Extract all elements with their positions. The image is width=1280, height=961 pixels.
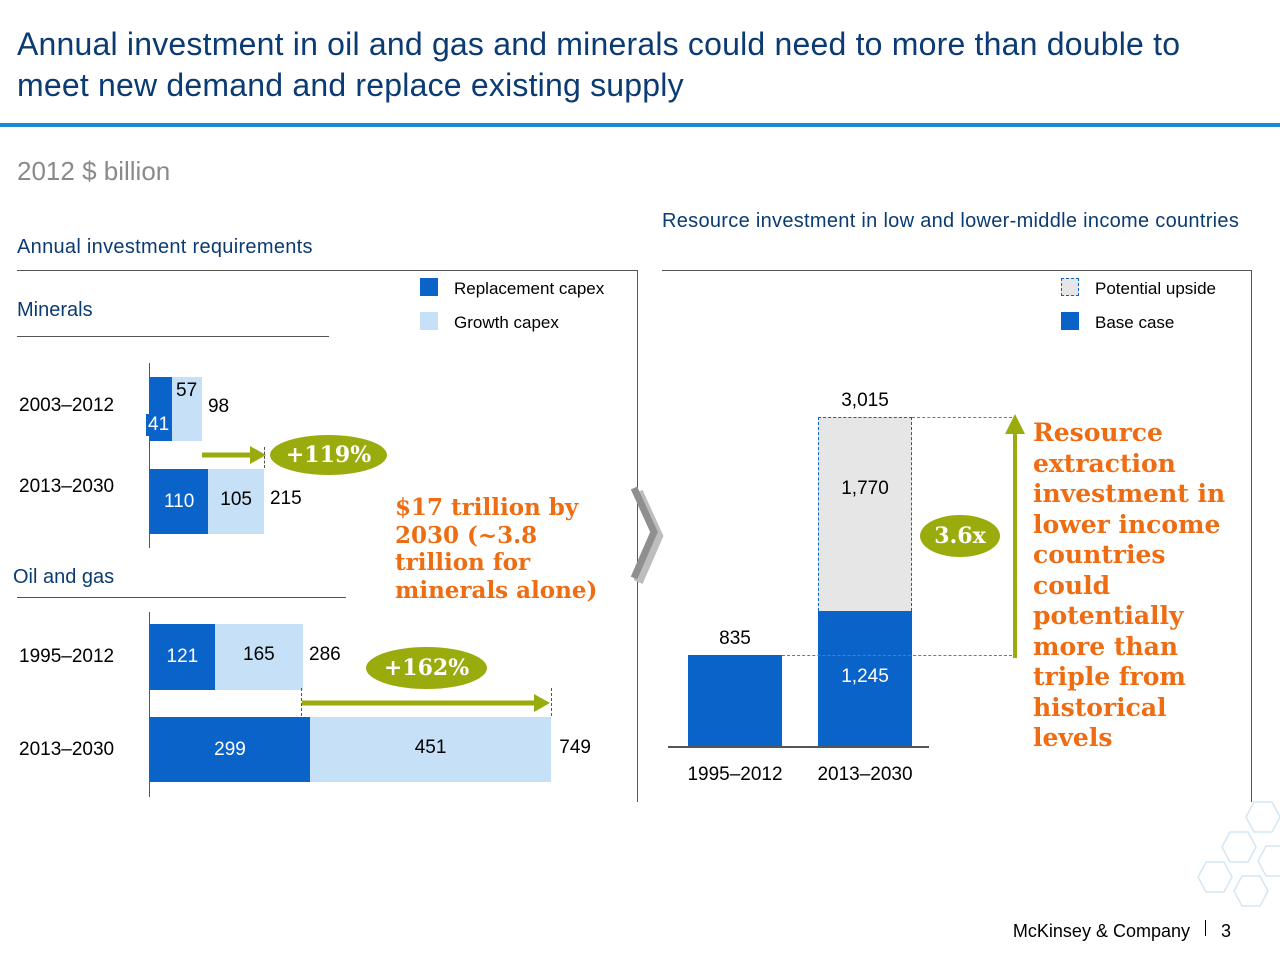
bar-segment-growth [171, 377, 202, 441]
hexagon-pattern-icon [1197, 801, 1280, 907]
legend-swatch-upside [1061, 278, 1079, 296]
total-label: 835 [719, 627, 751, 649]
oil-section-title: Oil and gas [13, 566, 115, 588]
left-panel-title: Annual investment requirements [17, 236, 313, 258]
minerals-arrow-tick [264, 447, 265, 468]
value-label-growth: 105 [220, 488, 252, 510]
multiplier-badge: 3.6x [920, 515, 1000, 557]
oil-growth-arrow [302, 694, 550, 712]
total-label: 215 [269, 487, 302, 509]
right-panel-top-rule [662, 270, 1252, 271]
total-label: 749 [559, 736, 591, 758]
category-label: 2003–2012 [19, 395, 115, 416]
value-label-growth: 57 [176, 380, 198, 401]
legend-label-upside: Potential upside [1095, 279, 1216, 298]
value-label-replacement: 121 [166, 646, 199, 667]
minerals-section-title: Minerals [17, 299, 93, 321]
footer-separator [1205, 920, 1206, 936]
footer-brand: McKinsey & Company [1012, 921, 1190, 941]
legend-label-replacement: Replacement capex [454, 279, 605, 298]
minerals-axis [149, 363, 150, 548]
value-label-replacement: 299 [214, 738, 246, 760]
left-callout: $17 trillion by 2030 (~3.8 trillion for … [395, 494, 598, 604]
minerals-rule [17, 336, 329, 337]
bar-segment-replacement [150, 624, 215, 690]
oil-arrow-tick-right [551, 688, 552, 716]
right-panel-title: Resource investment in low and lower-mid… [662, 210, 1240, 232]
bar-segment-replacement [150, 469, 209, 534]
x-axis [668, 746, 929, 748]
minerals-change-badge: +119% [270, 435, 387, 475]
value-label-growth: 165 [243, 644, 275, 665]
bar-segment-replacement [150, 717, 310, 782]
category-label: 2013–2030 [19, 475, 115, 497]
oil-arrow-tick-left [301, 688, 302, 716]
right-panel-right-rule [1251, 270, 1252, 802]
unit-label: 2012 $ billion [17, 156, 171, 186]
top-guide [912, 417, 1012, 419]
value-label-growth: 451 [414, 736, 447, 758]
category-label: 1995–2012 [19, 646, 115, 667]
total-label: 98 [207, 396, 230, 417]
total-label: 286 [309, 644, 341, 665]
left-panel-right-rule [637, 270, 638, 802]
total-label: 3,015 [841, 390, 889, 412]
oil-axis [149, 612, 150, 797]
baseline-guide [782, 654, 1012, 656]
bar-segment-base [818, 610, 912, 746]
page-title: Annual investment in oil and gas and min… [17, 26, 1181, 103]
category-label: 2013–2030 [817, 764, 913, 785]
legend-swatch-growth [420, 312, 438, 330]
category-label: 1995–2012 [687, 764, 783, 785]
value-label-replacement: 41 [146, 414, 172, 436]
value-label-base: 1,245 [841, 666, 889, 688]
bar-segment-growth [208, 469, 264, 534]
bar-segment-base [688, 654, 782, 746]
value-label-upside: 1,770 [841, 477, 889, 499]
minerals-growth-arrow [202, 446, 266, 464]
triple-arrow [1005, 414, 1025, 658]
legend-label-growth: Growth capex [454, 313, 559, 332]
legend-swatch-base [1061, 312, 1079, 330]
legend-label-base: Base case [1095, 313, 1175, 332]
category-label: 2013–2030 [19, 738, 115, 760]
oil-rule [17, 597, 346, 598]
title-divider [0, 123, 1280, 127]
legend-swatch-replacement [420, 278, 438, 296]
chevron-right-icon [630, 486, 664, 584]
value-label-replacement: 110 [164, 490, 195, 512]
bar-segment-upside [818, 417, 912, 612]
oil-change-badge: +162% [366, 647, 487, 689]
bar-segment-growth [214, 624, 303, 690]
left-panel-top-rule [17, 270, 638, 271]
bar-segment-growth [309, 717, 552, 782]
page-number: 3 [1221, 921, 1232, 941]
right-callout: Resource extraction investment in lower … [1033, 418, 1226, 752]
